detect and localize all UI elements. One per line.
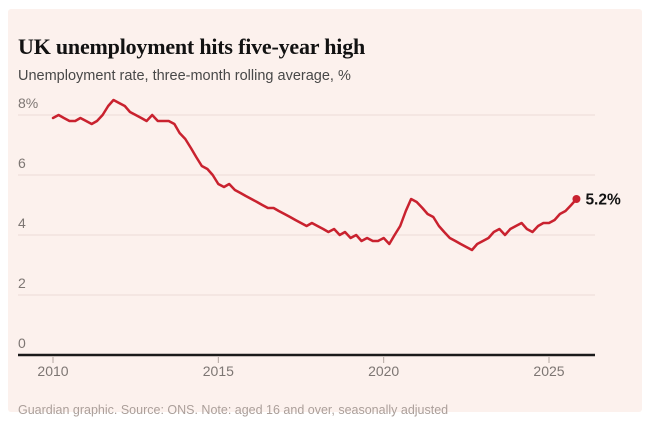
x-axis-label: 2010 xyxy=(37,363,68,379)
source-credit: Guardian graphic. Source: ONS. Note: age… xyxy=(18,402,449,417)
y-axis-label: 4 xyxy=(18,215,26,231)
x-axis-label: 2015 xyxy=(203,363,234,379)
y-axis-label: 8% xyxy=(18,95,38,111)
y-axis-label: 6 xyxy=(18,155,26,171)
chart-subtitle: Unemployment rate, three-month rolling a… xyxy=(18,67,351,84)
x-axis-label: 2025 xyxy=(533,363,564,379)
unemployment-rate-line xyxy=(51,98,578,252)
x-axis-label: 2020 xyxy=(368,363,399,379)
end-point-dot xyxy=(572,195,581,203)
y-axis-label: 2 xyxy=(18,275,26,291)
chart-title: UK unemployment hits five-year high xyxy=(18,33,366,59)
end-value-label: 5.2% xyxy=(585,192,621,209)
chart-panel xyxy=(8,9,642,412)
y-axis-label: 0 xyxy=(18,335,26,351)
